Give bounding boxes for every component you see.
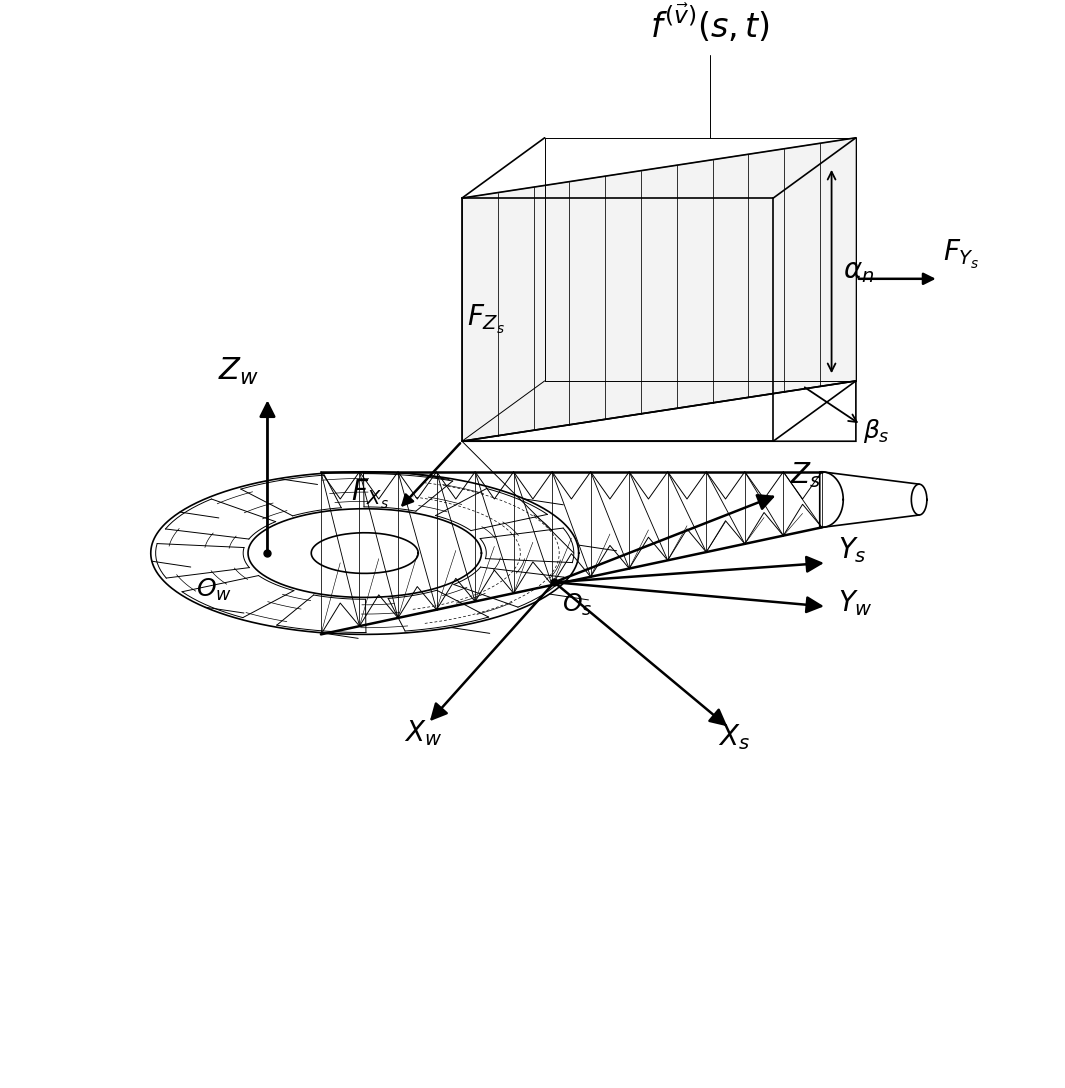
Text: $Z_s$: $Z_s$ (790, 460, 821, 490)
Text: $Y_s$: $Y_s$ (838, 535, 867, 565)
Text: $\beta_s$: $\beta_s$ (863, 417, 889, 445)
Polygon shape (462, 138, 856, 442)
Text: $Y_w$: $Y_w$ (838, 589, 873, 618)
Text: $f^{(\vec{v})}(s,t)$: $f^{(\vec{v})}(s,t)$ (650, 3, 770, 46)
Text: $O_s$: $O_s$ (562, 592, 592, 618)
Text: $X_w$: $X_w$ (404, 718, 442, 747)
Text: $Z_w$: $Z_w$ (217, 356, 259, 387)
Text: $\alpha_n$: $\alpha_n$ (843, 258, 874, 285)
Text: $F_{X_s}$: $F_{X_s}$ (351, 478, 389, 511)
Text: $F_{Z_s}$: $F_{Z_s}$ (468, 304, 506, 336)
Text: $F_{Y_s}$: $F_{Y_s}$ (944, 238, 980, 271)
Text: $X_s$: $X_s$ (718, 722, 750, 753)
Text: $O_w$: $O_w$ (196, 577, 232, 603)
